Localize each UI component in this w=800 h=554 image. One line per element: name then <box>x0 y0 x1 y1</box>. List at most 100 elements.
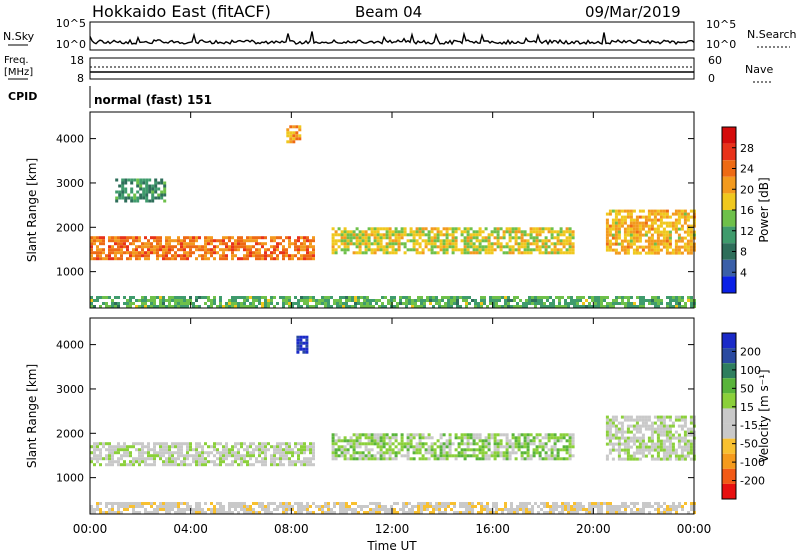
power-cell <box>466 245 470 249</box>
velocity-cell <box>397 442 401 446</box>
power-cell <box>255 296 258 299</box>
power-cell <box>573 299 576 302</box>
velocity-cell <box>352 445 356 449</box>
velocity-cell <box>144 508 147 511</box>
velocity-cell <box>448 448 452 452</box>
x-tick-label: 12:00 <box>375 522 410 536</box>
power-cell <box>385 245 389 249</box>
velocity-cell <box>337 436 341 440</box>
power-cell <box>298 125 302 129</box>
velocity-cell <box>468 505 471 508</box>
velocity-cell <box>105 442 108 446</box>
power-cell <box>300 296 303 299</box>
velocity-cell <box>258 451 261 455</box>
power-cell <box>689 224 693 228</box>
power-cell <box>406 239 410 243</box>
velocity-cell <box>367 451 371 455</box>
power-cell <box>99 248 102 252</box>
power-cell <box>295 137 299 141</box>
power-cell <box>615 302 618 305</box>
power-cell <box>618 296 621 299</box>
velocity-cell <box>559 436 563 440</box>
power-cell <box>291 302 294 305</box>
power-cell <box>648 302 651 305</box>
power-cell <box>292 131 296 135</box>
velocity-cell <box>288 451 291 455</box>
power-cell <box>556 239 560 243</box>
velocity-cell <box>174 445 177 449</box>
power-cell <box>522 302 525 305</box>
power-cell <box>484 227 488 231</box>
power-cell <box>330 305 333 308</box>
power-cell <box>183 257 186 261</box>
power-cell <box>623 227 627 231</box>
velocity-cell <box>501 511 504 514</box>
velocity-cell <box>99 448 102 452</box>
power-cell <box>523 251 527 255</box>
power-cell <box>450 305 453 308</box>
power-cell <box>623 230 627 234</box>
velocity-cell <box>99 442 102 446</box>
power-cell <box>614 242 618 246</box>
velocity-cell <box>614 430 618 434</box>
velocity-cell <box>150 457 153 461</box>
power-cell <box>430 239 434 243</box>
velocity-cell <box>255 448 258 452</box>
velocity-cell <box>403 454 407 458</box>
power-cell <box>546 305 549 308</box>
power-cell <box>617 227 621 231</box>
power-cell <box>559 230 563 234</box>
power-cell <box>629 233 633 237</box>
velocity-cell <box>192 457 195 461</box>
power-cell <box>568 230 572 234</box>
power-cell <box>240 236 243 240</box>
velocity-cell <box>532 436 536 440</box>
power-cell <box>354 302 357 305</box>
velocity-cell <box>168 463 171 467</box>
velocity-cell <box>228 508 231 511</box>
velocity-cell <box>385 451 389 455</box>
power-cell <box>623 245 627 249</box>
velocity-cell <box>663 502 666 505</box>
power-cell <box>469 242 473 246</box>
power-cell <box>502 230 506 234</box>
velocity-cell <box>517 442 521 446</box>
velocity-cell <box>683 442 687 446</box>
velocity-cell <box>144 463 147 467</box>
velocity-cell <box>360 505 363 508</box>
power-cell <box>145 184 149 188</box>
velocity-cell <box>352 448 356 452</box>
velocity-cell <box>441 502 444 505</box>
power-cell <box>282 251 285 255</box>
power-cell <box>361 233 365 237</box>
power-cell <box>630 305 633 308</box>
velocity-cell <box>355 436 359 440</box>
velocity-cell <box>267 502 270 505</box>
power-cell <box>156 245 159 249</box>
velocity-cell <box>418 433 422 437</box>
velocity-cell <box>264 508 267 511</box>
velocity-cell <box>117 463 120 467</box>
power-cell <box>340 242 344 246</box>
power-cell <box>529 233 533 237</box>
power-cell <box>608 227 612 231</box>
power-cell <box>594 299 597 302</box>
power-cell <box>379 233 383 237</box>
power-cell <box>463 239 467 243</box>
velocity-cell <box>296 344 300 348</box>
velocity-cell <box>633 502 636 505</box>
velocity-cell <box>463 454 467 458</box>
power-cell <box>324 305 327 308</box>
power-cell <box>309 251 312 255</box>
velocity-cell <box>656 445 660 449</box>
velocity-cell <box>305 350 309 354</box>
power-cell <box>573 302 576 305</box>
velocity-cell <box>165 445 168 449</box>
power-cell <box>435 296 438 299</box>
power-cell <box>168 299 171 302</box>
velocity-cell <box>345 505 348 508</box>
power-cell <box>120 248 123 252</box>
velocity-cell <box>427 433 431 437</box>
power-cell <box>388 227 392 231</box>
power-cell <box>358 239 362 243</box>
